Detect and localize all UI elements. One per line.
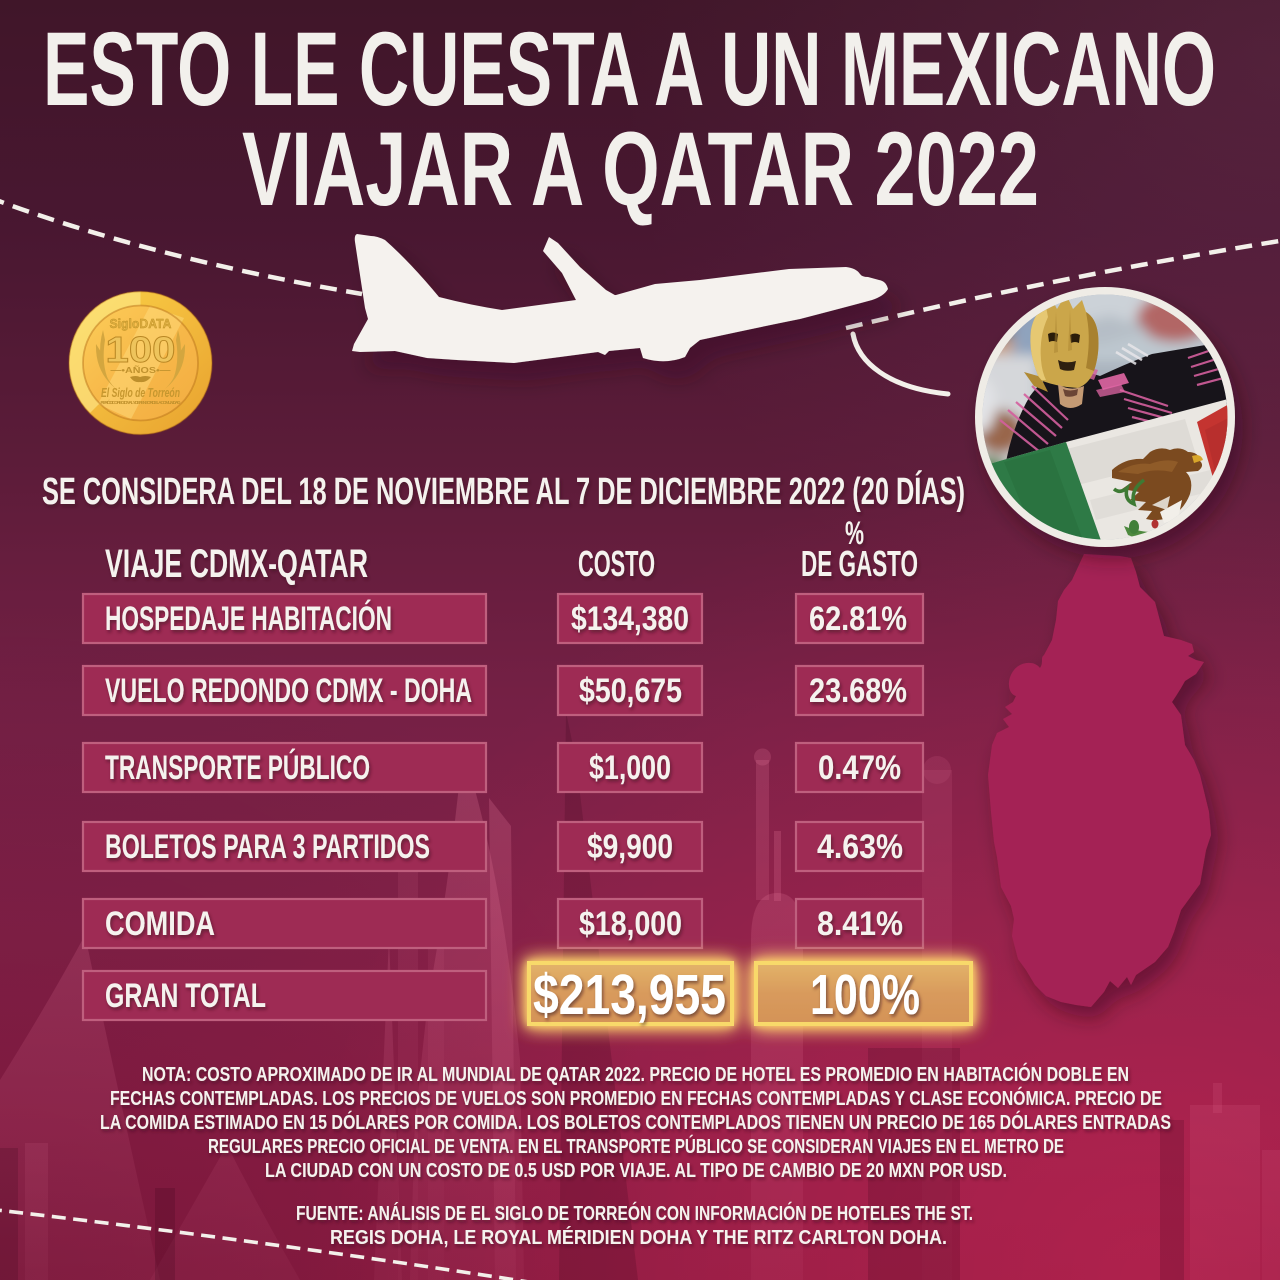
svg-text:23.68%: 23.68% [809,672,907,710]
svg-text:NOTA: COSTO APROXIMADO DE IR A: NOTA: COSTO APROXIMADO DE IR AL MUNDIAL … [142,1062,1129,1086]
svg-text:$18,000: $18,000 [579,905,682,943]
svg-text:COSTO: COSTO [578,543,655,584]
svg-text:8.41%: 8.41% [817,905,903,943]
svg-text:FUENTE: ANÁLISIS DE EL SIGLO D: FUENTE: ANÁLISIS DE EL SIGLO DE TORREÓN … [296,1201,973,1225]
svg-text:DE GASTO: DE GASTO [801,543,918,584]
svg-text:LA CIUDAD CON UN COSTO DE 0.5: LA CIUDAD CON UN COSTO DE 0.5 USD POR VI… [265,1160,1007,1182]
svg-text:REGIS DOHA, LE ROYAL MÉRIDIEN: REGIS DOHA, LE ROYAL MÉRIDIEN DOHA Y THE… [330,1226,947,1249]
svg-text:VUELO REDONDO CDMX - DOHA: VUELO REDONDO CDMX - DOHA [105,672,472,710]
svg-text:El Siglo de Torreón: El Siglo de Torreón [101,385,180,400]
svg-text:100: 100 [106,329,176,370]
svg-text:$9,900: $9,900 [587,828,673,866]
svg-text:$1,000: $1,000 [589,749,671,787]
svg-text:$213,955: $213,955 [533,963,726,1027]
svg-text:$134,380: $134,380 [571,600,689,638]
svg-text:SigloDATA: SigloDATA [110,316,173,331]
svg-text:FECHAS CONTEMPLADAS. LOS PRECI: FECHAS CONTEMPLADAS. LOS PRECIOS DE VUEL… [110,1086,1162,1110]
svg-text:VIAJAR A QATAR 2022: VIAJAR A QATAR 2022 [242,111,1039,228]
svg-text:4.63%: 4.63% [817,828,903,866]
svg-text:PERIÓDICO REGIONAL Y DEFENSOR: PERIÓDICO REGIONAL Y DEFENSOR DE LA COMU… [101,398,182,405]
svg-text:$50,675: $50,675 [579,672,682,710]
svg-text:GRAN TOTAL: GRAN TOTAL [105,977,266,1015]
svg-text:COMIDA: COMIDA [105,905,215,943]
svg-text:TRANSPORTE PÚBLICO: TRANSPORTE PÚBLICO [105,749,370,787]
svg-text:HOSPEDAJE HABITACIÓN: HOSPEDAJE HABITACIÓN [105,600,392,638]
svg-text:LA COMIDA ESTIMADO EN 15 DÓLAR: LA COMIDA ESTIMADO EN 15 DÓLARES POR COM… [100,1110,1171,1134]
svg-text:%: % [845,515,864,551]
svg-text:62.81%: 62.81% [809,600,907,638]
svg-text:100%: 100% [810,963,920,1027]
svg-text:ESTO LE CUESTA A UN MEXICANO: ESTO LE CUESTA A UN MEXICANO [43,11,1216,128]
svg-text:0.47%: 0.47% [818,749,901,787]
svg-text:REGULARES PRECIO OFICIAL DE VE: REGULARES PRECIO OFICIAL DE VENTA. EN EL… [208,1134,1064,1158]
svg-text:SE CONSIDERA DEL 18 DE NOVIEMB: SE CONSIDERA DEL 18 DE NOVIEMBRE AL 7 DE… [42,469,965,513]
svg-text:VIAJE CDMX-QATAR: VIAJE CDMX-QATAR [105,542,368,586]
svg-text:BOLETOS PARA 3 PARTIDOS: BOLETOS PARA 3 PARTIDOS [105,828,430,866]
svg-text:—•AÑOS•—: —•AÑOS•— [111,365,172,375]
